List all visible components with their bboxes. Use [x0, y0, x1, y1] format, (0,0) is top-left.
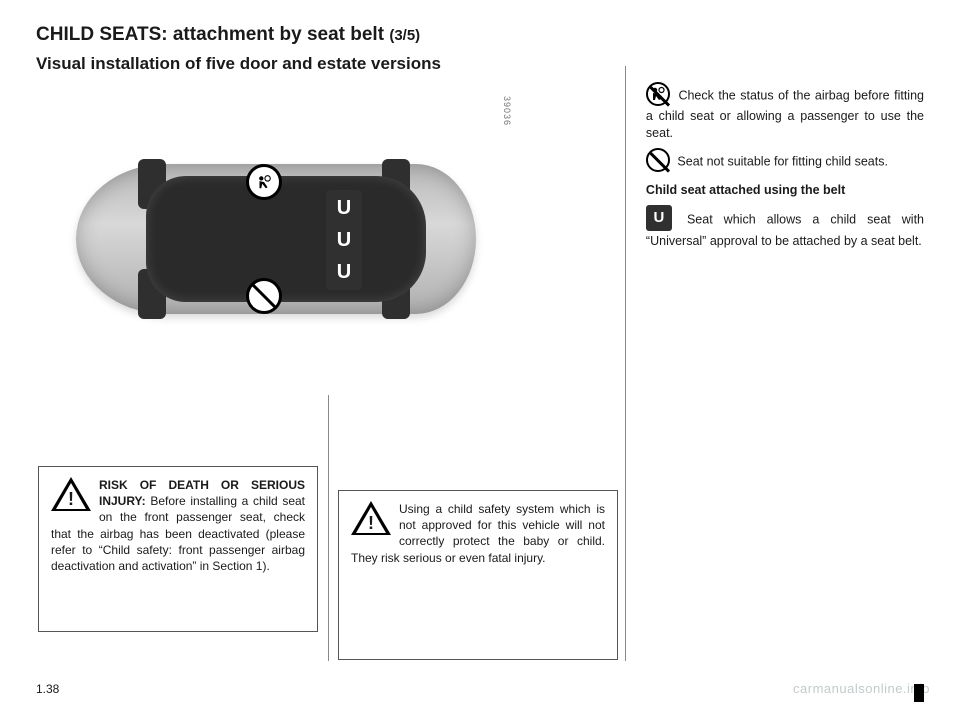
seat-front-left-icon	[246, 278, 282, 314]
legend-text: Seat not suitable for fitting child seat…	[677, 154, 888, 168]
legend-item-airbag: Check the status of the airbag before fi…	[646, 84, 924, 142]
legend-text: Check the status of the airbag before fi…	[646, 88, 924, 140]
image-reference-number: 39036	[502, 96, 512, 126]
warning-box-death: ! RISK OF DEATH OR SERIOUS INJURY: Befor…	[38, 466, 318, 632]
seat-rear-right-icon: U	[326, 190, 362, 226]
car-diagram: U U U 39036	[46, 94, 506, 384]
airbag-person-icon	[255, 173, 273, 191]
u-label: U	[337, 261, 351, 284]
legend-item-forbid: Seat not suitable for fitting child seat…	[646, 150, 924, 174]
u-label: U	[337, 197, 351, 220]
warning-triangle-icon: !	[351, 501, 393, 539]
legend-subhead: Child seat attached using the belt	[646, 182, 924, 199]
watermark: carmanualsonline.info	[793, 681, 930, 696]
seat-front-right-icon	[246, 164, 282, 200]
warning-triangle-icon: !	[51, 477, 93, 515]
car-cabin	[146, 176, 426, 302]
page-number: 1.38	[36, 682, 59, 696]
page-subheading: Visual installation of five door and est…	[36, 54, 924, 74]
divider-vertical	[328, 395, 329, 661]
legend-text: Seat which allows a child seat with “Uni…	[646, 212, 924, 248]
title-part: (3/5)	[389, 27, 420, 44]
page-title: CHILD SEATS: attachment by seat belt (3/…	[36, 24, 924, 46]
title-main: CHILD SEATS: attachment by seat belt	[36, 24, 384, 45]
content-wrap: U U U 39036 Check the status of the airb…	[36, 84, 924, 384]
legend-item-universal: U Seat which allows a child seat with “U…	[646, 207, 924, 250]
forbid-icon	[646, 148, 670, 172]
left-column: U U U 39036	[36, 84, 608, 384]
u-label: U	[337, 229, 351, 252]
airbag-check-icon	[646, 82, 670, 106]
seat-rear-middle-icon: U	[326, 222, 362, 258]
page-edge-tab	[914, 684, 924, 702]
warning-box-approved: ! Using a child safety system which is n…	[338, 490, 618, 660]
right-column: Check the status of the airbag before fi…	[628, 84, 924, 384]
seat-rear-left-icon: U	[326, 254, 362, 290]
universal-u-icon: U	[646, 205, 672, 231]
divider-vertical	[625, 66, 626, 661]
